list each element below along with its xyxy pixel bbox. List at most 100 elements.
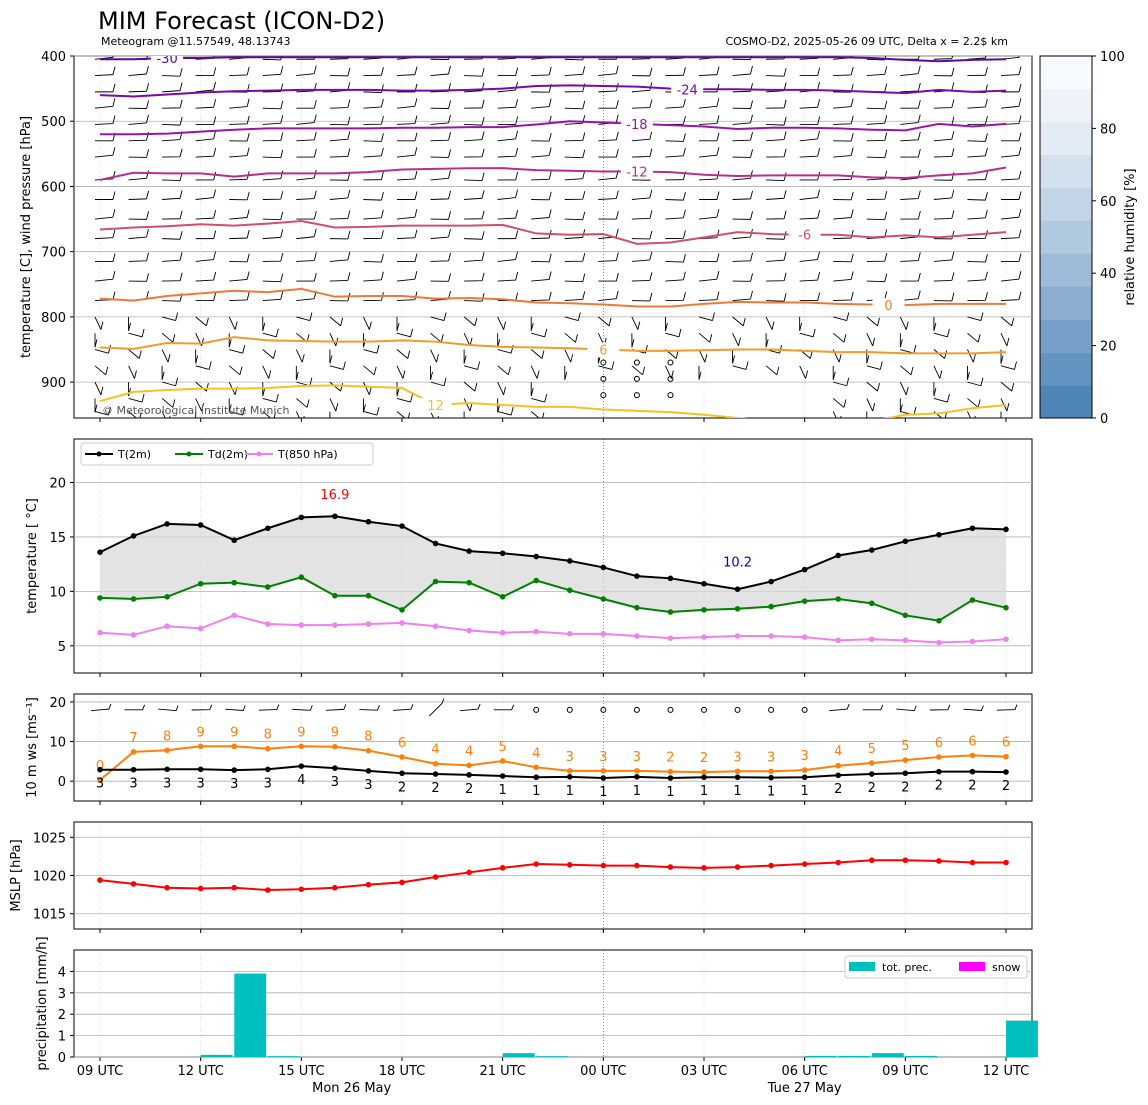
wind-value-label: 3 [633, 750, 641, 765]
wind-barb [229, 209, 250, 220]
wind-value-label: 8 [264, 728, 272, 743]
wind-barb [665, 67, 686, 77]
wind-barb [329, 333, 339, 347]
mslp-point [868, 857, 875, 864]
wind-barb [531, 291, 552, 302]
temp-point [499, 629, 506, 636]
wind-barb [698, 271, 720, 282]
wind-barb [531, 98, 552, 109]
wind-barb [766, 172, 787, 182]
wind-barb [866, 411, 870, 418]
wind-point [164, 747, 170, 754]
surface-calm-marker [768, 706, 775, 713]
mslp-point [936, 858, 942, 864]
wind-barb [631, 333, 635, 348]
wind-barb [866, 211, 888, 221]
wind-point [231, 767, 238, 773]
wind-barb [564, 365, 568, 380]
wind-barb [296, 114, 317, 125]
wind-barb [766, 272, 787, 282]
wind-barb [933, 56, 954, 60]
wind-barb [966, 365, 970, 380]
wind-barb [1000, 361, 1017, 370]
wind-value-label: 3 [163, 776, 171, 791]
wind-barb [598, 65, 619, 77]
wind-value-label: 3 [264, 776, 272, 791]
wind-barb [933, 230, 955, 240]
surface-wind-barb [191, 704, 213, 711]
wind-barb [900, 190, 921, 200]
temp-point [566, 631, 573, 637]
wind-point [801, 774, 808, 781]
wind-barb [94, 56, 114, 60]
surface-calm-marker [801, 706, 808, 713]
isotherm-line [99, 166, 1007, 181]
wind-barb [598, 82, 619, 93]
wind-barb [497, 116, 519, 125]
temp-point [164, 623, 170, 629]
surface-wind-barb [963, 705, 984, 711]
wind-point [365, 768, 372, 774]
wind-barb [229, 291, 250, 302]
wind-barb [128, 328, 145, 338]
temp-series-line [99, 614, 1007, 644]
wind-barb [631, 99, 653, 109]
wind-barb [363, 316, 372, 330]
wind-barb [162, 252, 183, 262]
wind-point [97, 777, 103, 783]
wind-barb [1000, 381, 1015, 392]
wind-barb [262, 393, 279, 403]
mslp-point [902, 857, 909, 864]
wind-barb [631, 292, 653, 302]
wind-barb [732, 273, 753, 282]
mslp-point [365, 881, 372, 888]
wind-point [936, 754, 942, 760]
wind-barb [598, 190, 619, 200]
wind-barb [362, 333, 366, 348]
upper-ytick-label: 400 [41, 50, 66, 65]
calm-marker [600, 392, 607, 399]
wind-point [835, 762, 842, 769]
isotherm-label-bg [419, 397, 452, 413]
wind-barb [866, 398, 876, 412]
surface-wind-barb [896, 705, 917, 712]
wind-barb [329, 251, 351, 262]
temp-point [130, 596, 137, 602]
wind-barb [598, 290, 619, 302]
colorbar-segment [1040, 154, 1092, 188]
wind-barb [766, 68, 787, 77]
wind-barb [329, 230, 351, 240]
precipitation-legend: tot. prec. snow [844, 955, 1028, 979]
wind-barb [900, 228, 921, 240]
wind-barb [564, 132, 586, 142]
wind-barb [1000, 66, 1022, 77]
colorbar-segment [1040, 187, 1092, 221]
wind-barb [195, 99, 217, 109]
wind-barb [497, 406, 514, 416]
mslp-ytick-label: 1015 [33, 908, 66, 923]
wind-barb [128, 83, 149, 93]
wind-barb [128, 349, 142, 359]
wind-barb [296, 100, 317, 109]
temp-point [332, 513, 338, 520]
surface-wind-barb [862, 704, 884, 711]
surface-calm-marker [734, 706, 741, 713]
wind-barb [262, 149, 284, 159]
wind-value-label: 2 [431, 781, 439, 796]
x-tick-label: 12 UTC [177, 1064, 223, 1079]
temp-point [130, 632, 137, 638]
wind-barb [262, 229, 284, 240]
wind-barb [329, 116, 351, 126]
wind-barb [363, 271, 384, 282]
figure-subtitle-left: Meteogram @11.57549, 48.13743 [101, 35, 291, 48]
temp-point [600, 564, 607, 571]
wind-barb [497, 81, 519, 93]
wind-point [902, 770, 909, 777]
wind-barb [94, 209, 116, 220]
prec-ytick-label: 2 [58, 1008, 66, 1023]
wind-value-label: 2 [968, 779, 976, 794]
wind-barb [766, 190, 787, 200]
wind-barb [329, 398, 339, 412]
colorbar-tick-label: 40 [1100, 267, 1117, 282]
wind-value-label: 4 [834, 745, 842, 760]
